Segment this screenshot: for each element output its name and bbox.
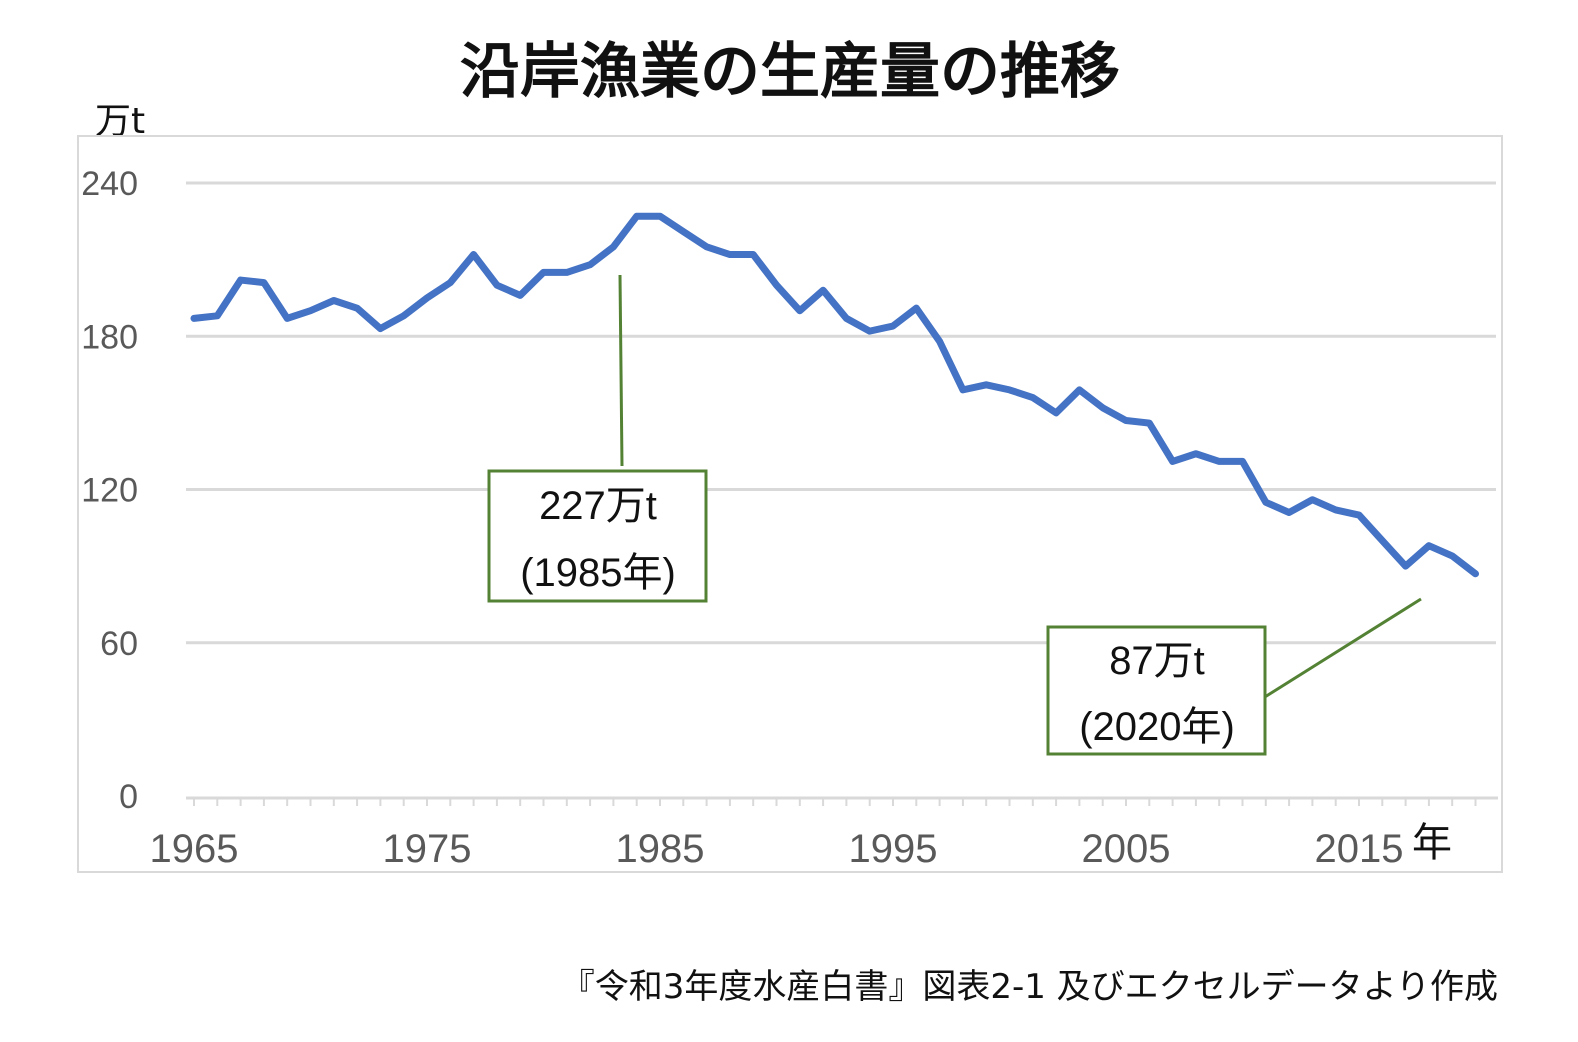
x-tick-label: 2015 [1315, 827, 1404, 871]
data-point-2011 [1265, 501, 1267, 504]
data-point-2016 [1381, 539, 1384, 542]
data-point-1968 [263, 281, 265, 284]
data-point-2006 [1148, 422, 1151, 424]
x-tick-label: 1995 [849, 827, 938, 871]
x-tick-label: 1975 [383, 827, 472, 871]
data-point-1996 [915, 307, 918, 309]
annotation-leader-2020 [1259, 597, 1422, 702]
series-layer [190, 212, 1479, 578]
data-point-1992 [822, 289, 824, 292]
data-point-1984 [635, 215, 638, 218]
annotation-2020-value: 87万t [1109, 639, 1205, 683]
data-point-2019 [1451, 555, 1453, 557]
data-point-1973 [379, 327, 382, 330]
x-tick-label: 1985 [616, 827, 705, 871]
annotation-box-2020 [1046, 625, 1267, 756]
data-point-1969 [286, 317, 289, 320]
y-tick-label: 120 [81, 472, 138, 510]
x-minor-ticks [193, 798, 1477, 806]
annotation-1985-value: 227万t [539, 484, 657, 528]
data-point-1980 [542, 271, 545, 274]
data-point-1999 [985, 383, 987, 386]
data-point-1976 [449, 281, 452, 284]
data-point-2014 [1334, 509, 1337, 511]
y-tick-label: 180 [81, 318, 138, 356]
data-point-1967 [239, 279, 242, 281]
data-point-1987 [705, 246, 708, 248]
y-tick-label: 60 [100, 625, 138, 663]
data-point-1979 [519, 294, 521, 297]
data-point-2017 [1404, 565, 1407, 567]
data-point-1974 [402, 315, 405, 317]
plot-frame [77, 135, 1503, 873]
data-point-2004 [1101, 406, 1104, 409]
data-point-1983 [612, 246, 615, 248]
data-point-1991 [799, 309, 801, 312]
data-point-2003 [1078, 389, 1081, 391]
data-point-1986 [682, 230, 685, 233]
data-point-2010 [1241, 460, 1244, 463]
data-point-2002 [1055, 412, 1057, 414]
x-tick-labels: 1965 1975 1985 1995 2005 2015 [150, 827, 1404, 871]
data-point-2001 [1032, 396, 1034, 399]
data-point-1970 [309, 309, 312, 312]
x-tick-label: 2005 [1082, 827, 1171, 871]
data-point-1981 [566, 271, 568, 274]
data-point-1977 [472, 253, 475, 256]
x-axis-unit-label: 年 [1412, 821, 1452, 865]
data-point-1995 [892, 325, 894, 327]
data-point-1989 [752, 253, 754, 256]
y-tick-labels: 0 60 120 180 240 [81, 165, 138, 816]
source-note: 『令和3年度水産白書』図表2-1 及びエクセルデータより作成 [561, 967, 1498, 1007]
data-point-1966 [216, 315, 219, 317]
data-point-1998 [962, 389, 964, 391]
data-point-1975 [426, 297, 428, 299]
data-point-2009 [1218, 460, 1220, 463]
data-point-1985 [659, 215, 661, 218]
data-point-2015 [1358, 514, 1360, 516]
data-point-2000 [1008, 389, 1011, 391]
annotation-box-1985 [487, 469, 708, 603]
data-point-2018 [1428, 544, 1430, 547]
data-point-1972 [356, 307, 358, 309]
data-point-2008 [1195, 452, 1197, 455]
data-point-2012 [1288, 511, 1290, 514]
x-tick-label: 1965 [150, 827, 239, 871]
data-point-2005 [1125, 419, 1127, 422]
gridlines [186, 181, 1496, 645]
y-tick-label: 0 [119, 778, 138, 816]
annotation-leader-1985 [618, 274, 624, 467]
data-point-1971 [333, 299, 335, 302]
annotation-1985-year: (1985年) [520, 551, 676, 595]
annotation-2020-year: (2020年) [1079, 705, 1235, 749]
y-tick-label: 240 [81, 165, 138, 203]
chart-title: 沿岸漁業の生産量の推移 [460, 37, 1120, 107]
data-point-1965 [193, 317, 195, 320]
data-point-1993 [845, 317, 848, 320]
data-point-2013 [1311, 498, 1314, 501]
data-point-1978 [496, 284, 498, 286]
data-point-1990 [775, 284, 778, 286]
data-point-2007 [1171, 460, 1174, 463]
data-point-1997 [938, 340, 941, 343]
data-point-2020 [1474, 572, 1477, 575]
data-point-1982 [589, 263, 591, 266]
data-point-1988 [729, 253, 731, 256]
data-point-1994 [868, 330, 871, 332]
series-line-0 [190, 212, 1479, 578]
